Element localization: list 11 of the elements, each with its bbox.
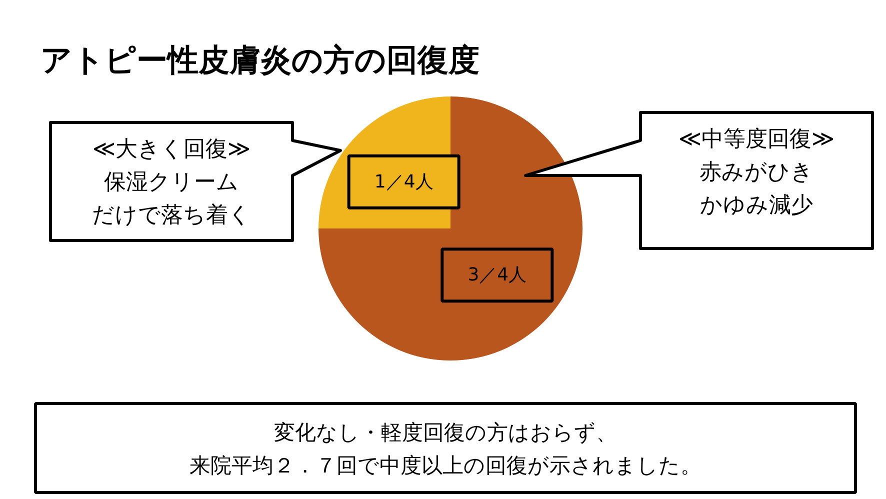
data-label: 1／4人 [374,171,434,192]
text: 変化なし・軽度回復の方はおらず、 [274,420,617,444]
text: 来院平均２．７回で中度以上の回復が示されました。 [190,454,702,478]
data-label: 3／4人 [468,264,527,286]
text: かゆみ減少 [700,193,813,218]
slice-label: ≪中等度回復≫ [678,127,835,152]
text: 赤みがひき [700,160,814,185]
text: だけで落ち着く [92,203,251,228]
text: 保湿クリーム [104,170,239,195]
slice-label: ≪大きく回復≫ [92,137,251,162]
chart-title: アトピー性皮膚炎の方の回復度 [40,42,480,78]
